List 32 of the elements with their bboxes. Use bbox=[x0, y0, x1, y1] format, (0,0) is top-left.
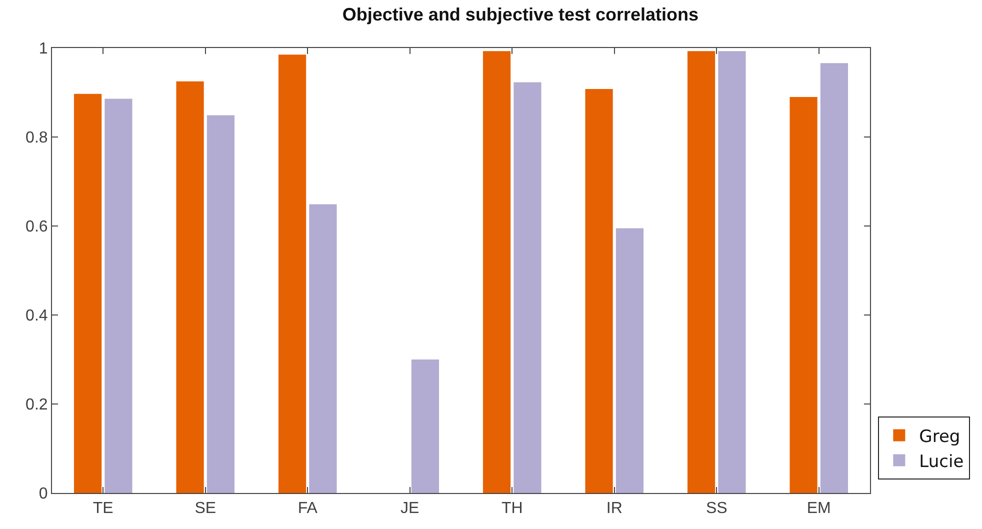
bar bbox=[104, 98, 132, 493]
x-tick-label: JE bbox=[400, 500, 420, 518]
x-tick-label: SS bbox=[706, 500, 728, 518]
legend-label: Greg bbox=[919, 426, 960, 447]
bar bbox=[820, 63, 848, 493]
x-tick-label: FA bbox=[298, 500, 318, 518]
x-tick-label: TH bbox=[501, 500, 523, 518]
x-tick-label: IR bbox=[606, 500, 622, 518]
y-tick-label: 0 bbox=[38, 486, 48, 503]
y-tick-label: 0.4 bbox=[26, 308, 48, 325]
bar bbox=[176, 81, 204, 493]
bar bbox=[585, 88, 613, 493]
bar bbox=[206, 115, 235, 493]
bar bbox=[309, 204, 337, 493]
chart-title: Objective and subjective test correlations bbox=[342, 4, 699, 25]
bar bbox=[74, 94, 102, 493]
bar bbox=[616, 228, 644, 493]
y-tick-label: 0.6 bbox=[26, 218, 48, 236]
bar bbox=[790, 96, 818, 493]
y-tick-label: 0.8 bbox=[26, 130, 48, 147]
y-tick-label: 1 bbox=[38, 40, 48, 58]
x-tick-label: SE bbox=[194, 500, 216, 518]
bar bbox=[514, 82, 542, 493]
bar bbox=[278, 54, 306, 493]
legend-label: Lucie bbox=[919, 452, 964, 472]
bar bbox=[687, 51, 716, 493]
bar bbox=[718, 51, 746, 493]
y-tick-label: 0.2 bbox=[26, 396, 48, 414]
x-tick-label: TE bbox=[92, 500, 114, 518]
x-tick-label: EM bbox=[806, 500, 831, 518]
bar bbox=[411, 360, 440, 493]
bar bbox=[482, 51, 511, 493]
